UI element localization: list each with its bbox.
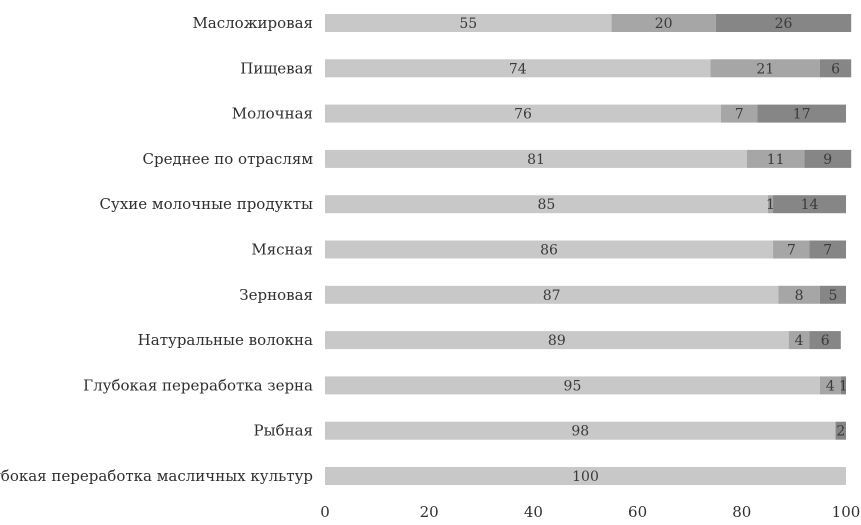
category-label: Зерновая xyxy=(239,286,313,304)
bar-segment xyxy=(747,149,805,168)
x-tick-label: 40 xyxy=(524,503,543,521)
category-label: Среднее по отраслям xyxy=(143,150,314,168)
bar-segment xyxy=(809,331,841,350)
data-label: 21 xyxy=(756,61,774,77)
data-label: 9 xyxy=(823,152,832,168)
data-label: 76 xyxy=(514,107,532,123)
bar-segment xyxy=(325,285,779,304)
data-label: 17 xyxy=(793,107,811,123)
bar-segment xyxy=(757,104,846,123)
data-label: 55 xyxy=(459,16,477,32)
bar-segment xyxy=(325,149,748,168)
bar-segment xyxy=(715,14,852,32)
x-tick-label: 100 xyxy=(832,503,861,521)
data-label: 14 xyxy=(801,197,819,213)
data-label: 87 xyxy=(543,288,561,304)
data-label: 4 xyxy=(826,378,835,394)
bar-segment xyxy=(325,376,820,395)
bar-segment xyxy=(835,421,846,440)
bar-segment xyxy=(819,285,846,304)
bar-segment xyxy=(611,14,716,32)
x-tick-label: 60 xyxy=(628,503,647,521)
data-label: 95 xyxy=(564,378,582,394)
category-label: Глубокая переработка масличных культур xyxy=(0,467,313,485)
bar-segment xyxy=(325,59,711,78)
data-label: 5 xyxy=(829,288,838,304)
x-tick-label: 0 xyxy=(320,503,330,521)
x-tick-label: 20 xyxy=(420,503,439,521)
data-label: 20 xyxy=(655,16,673,32)
data-label: 6 xyxy=(831,61,840,77)
data-label: 7 xyxy=(735,107,744,123)
data-label: 1 xyxy=(839,378,848,394)
bar-segment xyxy=(325,104,721,123)
bar-segment xyxy=(325,467,846,485)
data-label: 1 xyxy=(766,197,775,213)
data-label: 7 xyxy=(787,243,796,259)
bar-segment xyxy=(720,104,758,123)
category-label: Масложировая xyxy=(192,14,313,32)
category-label: Глубокая переработка зерна xyxy=(83,376,313,394)
category-label: Пищевая xyxy=(240,59,313,77)
bar-segment xyxy=(773,195,846,214)
x-tick-label: 80 xyxy=(732,503,751,521)
data-label: 4 xyxy=(795,333,804,349)
category-label: Натуральные волокна xyxy=(138,331,313,349)
bar-segment xyxy=(809,240,846,259)
data-label: 86 xyxy=(540,243,558,259)
data-label: 100 xyxy=(572,469,599,485)
data-label: 89 xyxy=(548,333,566,349)
data-label: 85 xyxy=(538,197,556,213)
data-label: 2 xyxy=(836,424,845,440)
data-label: 7 xyxy=(823,243,832,259)
data-label: 11 xyxy=(767,152,785,168)
bar-segment xyxy=(767,195,774,214)
data-label: 74 xyxy=(509,61,527,77)
bar-segment xyxy=(778,285,820,304)
bar-segment xyxy=(325,331,789,350)
bar-segment xyxy=(788,331,810,350)
data-label: 8 xyxy=(795,288,804,304)
bar-segment xyxy=(819,376,841,395)
bar-segment xyxy=(325,240,774,259)
bar-segment xyxy=(840,376,846,395)
bar-segment xyxy=(325,195,768,214)
bar-segment xyxy=(804,149,852,168)
bar-segment xyxy=(773,240,810,259)
data-label: 81 xyxy=(527,152,545,168)
category-label: Рыбная xyxy=(254,422,313,440)
data-label: 6 xyxy=(821,333,830,349)
bar-segment xyxy=(325,14,612,32)
data-label: 26 xyxy=(775,16,793,32)
bar-segment xyxy=(819,59,852,78)
bar-segment xyxy=(710,59,820,78)
category-label: Сухие молочные продукты xyxy=(100,195,314,213)
category-label: Мясная xyxy=(251,241,313,259)
bar-segment xyxy=(325,421,836,440)
data-label: 98 xyxy=(571,424,589,440)
category-label: Молочная xyxy=(232,105,313,123)
